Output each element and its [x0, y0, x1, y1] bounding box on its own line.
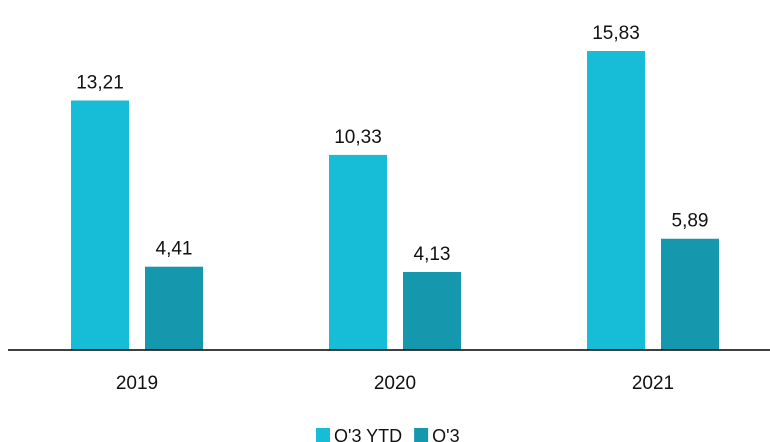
legend-swatch-series-0	[316, 428, 330, 442]
legend-label-series-1: Q'3	[432, 426, 459, 442]
bar-2020-series-0	[329, 154, 387, 350]
x-tick-label-2019: 2019	[116, 373, 158, 394]
bars-group	[71, 51, 719, 350]
value-labels-group: 13,21 4,41 10,33 4,13 15,83 5,89	[76, 23, 708, 265]
value-label-2021-series-1: 5,89	[672, 211, 709, 232]
bar-2019-series-0	[71, 100, 129, 350]
value-label-2019-series-0: 13,21	[76, 72, 124, 93]
x-tick-label-2021: 2021	[632, 373, 674, 394]
value-label-2019-series-1: 4,41	[156, 239, 193, 260]
legend: Q'3 YTD Q'3	[316, 426, 460, 442]
legend-swatch-series-1	[414, 428, 429, 442]
bar-2021-series-0	[587, 51, 645, 350]
bar-2021-series-1	[661, 238, 719, 350]
value-label-2021-series-0: 15,83	[592, 23, 640, 44]
legend-label-series-0: Q'3 YTD	[334, 426, 402, 442]
value-label-2020-series-1: 4,13	[414, 244, 451, 265]
bar-2019-series-1	[145, 266, 203, 350]
bar-2020-series-1	[403, 271, 461, 350]
value-label-2020-series-0: 10,33	[334, 127, 382, 148]
x-tick-label-2020: 2020	[374, 373, 416, 394]
x-tick-labels-group: 2019 2020 2021	[116, 373, 674, 394]
